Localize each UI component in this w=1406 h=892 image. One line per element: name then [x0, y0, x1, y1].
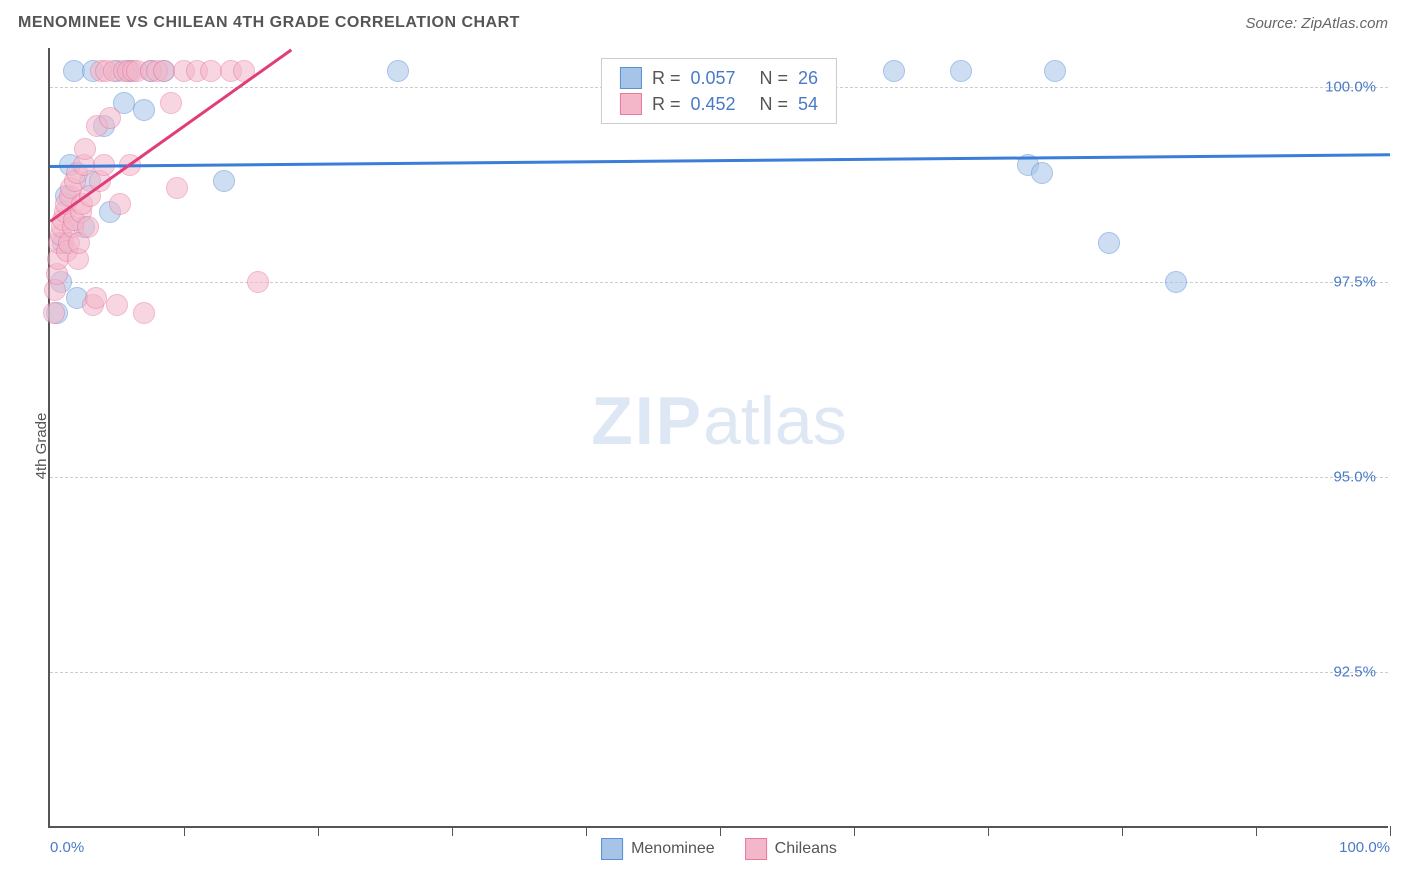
y-tick-label: 92.5% [1333, 664, 1376, 681]
x-axis-label: 0.0% [50, 839, 84, 856]
data-point [153, 60, 175, 82]
data-point [133, 99, 155, 121]
data-point [1165, 271, 1187, 293]
stat-r-label: R = [652, 68, 681, 89]
data-point [213, 170, 235, 192]
stat-n-value: 54 [798, 94, 818, 115]
data-point [950, 60, 972, 82]
legend-swatch [745, 838, 767, 860]
data-point [883, 60, 905, 82]
y-tick-label: 97.5% [1333, 274, 1376, 291]
chart-title: MENOMINEE VS CHILEAN 4TH GRADE CORRELATI… [18, 14, 520, 32]
data-point [387, 60, 409, 82]
stat-n-label: N = [760, 94, 789, 115]
stat-n-label: N = [760, 68, 789, 89]
data-point [43, 302, 65, 324]
legend-swatch [601, 838, 623, 860]
data-point [247, 271, 269, 293]
data-point [1098, 232, 1120, 254]
data-point [74, 138, 96, 160]
stats-row: R = 0.057 N = 26 [620, 65, 818, 91]
x-tick [1390, 826, 1391, 836]
x-tick [586, 826, 587, 836]
y-tick-label: 95.0% [1333, 469, 1376, 486]
series-swatch [620, 67, 642, 89]
legend-item: Chileans [745, 838, 837, 860]
x-tick [720, 826, 721, 836]
data-point [109, 193, 131, 215]
legend-item: Menominee [601, 838, 715, 860]
stats-row: R = 0.452 N = 54 [620, 91, 818, 117]
data-point [77, 216, 99, 238]
legend-label: Chileans [775, 840, 837, 858]
legend-label: Menominee [631, 840, 715, 858]
stat-r-label: R = [652, 94, 681, 115]
x-tick [452, 826, 453, 836]
x-tick [988, 826, 989, 836]
scatter-plot: ZIPatlas 92.5%95.0%97.5%100.0%0.0%100.0%… [48, 48, 1388, 828]
stat-r-value: 0.057 [690, 68, 735, 89]
stats-legend: R = 0.057 N = 26 R = 0.452 N = 54 [601, 58, 837, 124]
data-point [1031, 162, 1053, 184]
data-point [85, 287, 107, 309]
data-point [106, 294, 128, 316]
series-swatch [620, 93, 642, 115]
data-point [160, 92, 182, 114]
chart-header: MENOMINEE VS CHILEAN 4TH GRADE CORRELATI… [0, 0, 1406, 46]
gridline [50, 477, 1388, 478]
trend-line [50, 153, 1390, 167]
data-point [133, 302, 155, 324]
watermark: ZIPatlas [591, 382, 846, 460]
x-axis-label: 100.0% [1339, 839, 1390, 856]
data-point [200, 60, 222, 82]
stat-r-value: 0.452 [690, 94, 735, 115]
x-tick [184, 826, 185, 836]
data-point [1044, 60, 1066, 82]
x-tick [1256, 826, 1257, 836]
gridline [50, 672, 1388, 673]
data-point [166, 177, 188, 199]
legend: Menominee Chileans [601, 838, 837, 860]
x-tick [854, 826, 855, 836]
stat-n-value: 26 [798, 68, 818, 89]
x-tick [318, 826, 319, 836]
y-tick-label: 100.0% [1325, 79, 1376, 96]
chart-source: Source: ZipAtlas.com [1245, 15, 1388, 32]
x-tick [1122, 826, 1123, 836]
data-point [99, 107, 121, 129]
